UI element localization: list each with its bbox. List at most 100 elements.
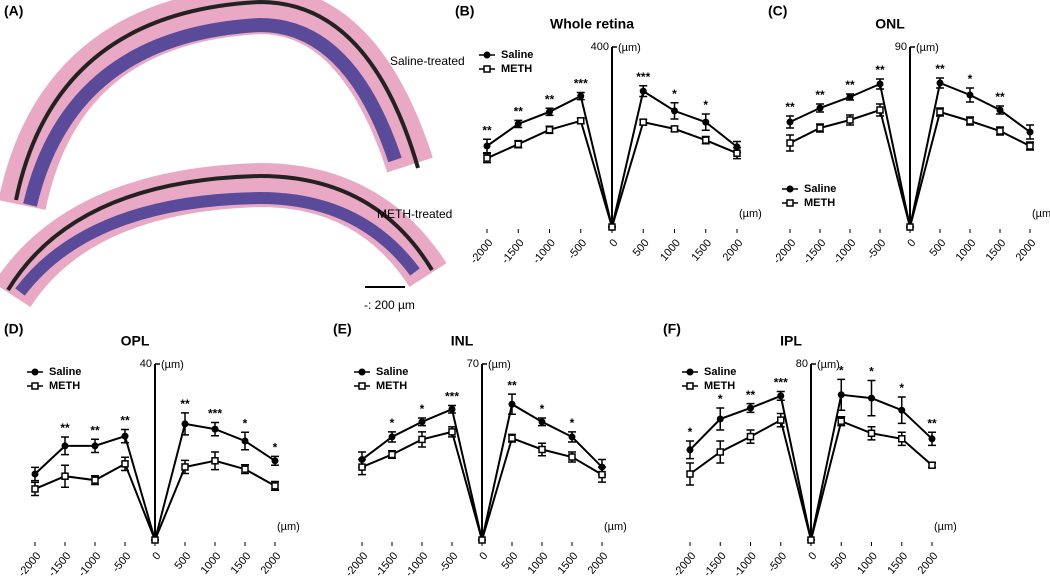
x-unit: (µm) bbox=[1032, 208, 1050, 220]
marker bbox=[388, 450, 396, 459]
marker bbox=[241, 437, 249, 445]
marker bbox=[271, 457, 279, 465]
caption: METH-treated bbox=[377, 207, 452, 221]
x-tick-label: -1500 bbox=[373, 550, 400, 579]
marker bbox=[670, 125, 679, 133]
significance: ** bbox=[927, 416, 937, 430]
marker bbox=[816, 104, 824, 112]
significance: ** bbox=[785, 100, 795, 114]
marker bbox=[733, 143, 741, 151]
significance: *** bbox=[208, 407, 222, 421]
x-tick-label: -2000 bbox=[771, 237, 798, 266]
marker bbox=[121, 460, 129, 468]
x-tick-label: 1500 bbox=[885, 550, 910, 576]
significance: * bbox=[839, 364, 844, 378]
x-tick-label: 2000 bbox=[721, 237, 746, 263]
marker bbox=[608, 223, 616, 231]
marker bbox=[545, 126, 554, 134]
marker bbox=[483, 154, 491, 162]
marker bbox=[61, 442, 69, 450]
x-tick-label: 1000 bbox=[954, 237, 979, 263]
marker bbox=[716, 415, 724, 423]
marker bbox=[538, 418, 546, 426]
legend-marker bbox=[483, 51, 491, 59]
marker bbox=[816, 124, 824, 132]
tissue-meth bbox=[0, 162, 447, 308]
legend-label: Saline bbox=[376, 366, 408, 378]
marker bbox=[733, 149, 741, 157]
marker bbox=[777, 416, 785, 424]
chart-title: IPL bbox=[780, 333, 802, 349]
tissue-edge bbox=[14, 0, 420, 201]
significance: ** bbox=[120, 414, 130, 428]
significance: * bbox=[273, 441, 278, 455]
marker bbox=[271, 482, 279, 490]
x-tick-label: -2000 bbox=[468, 237, 495, 266]
x-tick-label: 1000 bbox=[199, 550, 224, 576]
y-tick-label: 90 bbox=[895, 41, 907, 53]
legend-marker bbox=[483, 65, 491, 73]
panel-label: (C) bbox=[768, 3, 787, 19]
marker bbox=[996, 106, 1004, 114]
y-unit: (µm) bbox=[161, 359, 184, 371]
x-tick-label: 1000 bbox=[855, 550, 880, 576]
marker bbox=[807, 536, 815, 544]
y-unit: (µm) bbox=[618, 42, 641, 54]
marker bbox=[31, 485, 39, 493]
marker bbox=[868, 394, 875, 402]
marker bbox=[508, 400, 516, 408]
x-tick-label: 0 bbox=[806, 550, 819, 562]
marker bbox=[746, 432, 755, 441]
significance: * bbox=[243, 416, 248, 430]
legend-marker bbox=[786, 185, 794, 193]
legend-label: Saline bbox=[49, 366, 81, 378]
marker bbox=[538, 445, 546, 454]
retina-band bbox=[23, 17, 402, 207]
marker bbox=[837, 417, 845, 425]
marker bbox=[928, 461, 936, 469]
marker bbox=[358, 463, 366, 471]
marker bbox=[514, 140, 522, 148]
x-tick-label: 500 bbox=[173, 550, 194, 572]
marker bbox=[508, 434, 516, 442]
x-tick-label: 500 bbox=[631, 237, 652, 259]
x-tick-label: 2000 bbox=[916, 550, 941, 576]
x-tick-label: -2000 bbox=[16, 550, 43, 579]
x-tick-label: 1500 bbox=[556, 550, 581, 576]
x-tick-label: 1000 bbox=[526, 550, 551, 576]
caption: Saline-treated bbox=[390, 54, 465, 68]
x-unit: (µm) bbox=[739, 208, 762, 220]
significance: * bbox=[688, 425, 693, 439]
marker bbox=[686, 470, 694, 478]
marker bbox=[906, 223, 914, 231]
legend-marker bbox=[31, 368, 39, 376]
chart-title: OPL bbox=[121, 333, 150, 349]
marker bbox=[181, 463, 189, 471]
significance: ** bbox=[482, 123, 492, 137]
marker bbox=[514, 120, 522, 128]
y-tick-label: 400 bbox=[591, 41, 609, 53]
marker bbox=[837, 391, 845, 399]
x-tick-label: -500 bbox=[766, 550, 789, 575]
panel-label: (E) bbox=[333, 321, 352, 337]
tissue-edge bbox=[6, 173, 434, 292]
significance: ** bbox=[995, 90, 1005, 104]
marker bbox=[747, 404, 754, 412]
panel-label: (D) bbox=[4, 321, 23, 337]
marker bbox=[598, 470, 606, 479]
y-unit: (µm) bbox=[916, 42, 939, 54]
legend-label: METH bbox=[804, 197, 835, 209]
legend-label: METH bbox=[501, 63, 532, 75]
significance: *** bbox=[636, 70, 650, 84]
y-tick-label: 40 bbox=[140, 358, 152, 370]
legend-marker bbox=[686, 382, 694, 390]
significance: ** bbox=[507, 378, 517, 392]
significance: * bbox=[390, 416, 395, 430]
significance: * bbox=[718, 392, 723, 406]
marker bbox=[716, 448, 724, 456]
x-tick-label: 1500 bbox=[689, 237, 714, 263]
legend-marker bbox=[786, 199, 794, 207]
significance: ** bbox=[545, 92, 555, 106]
legend-marker bbox=[31, 382, 39, 390]
marker bbox=[898, 435, 906, 443]
